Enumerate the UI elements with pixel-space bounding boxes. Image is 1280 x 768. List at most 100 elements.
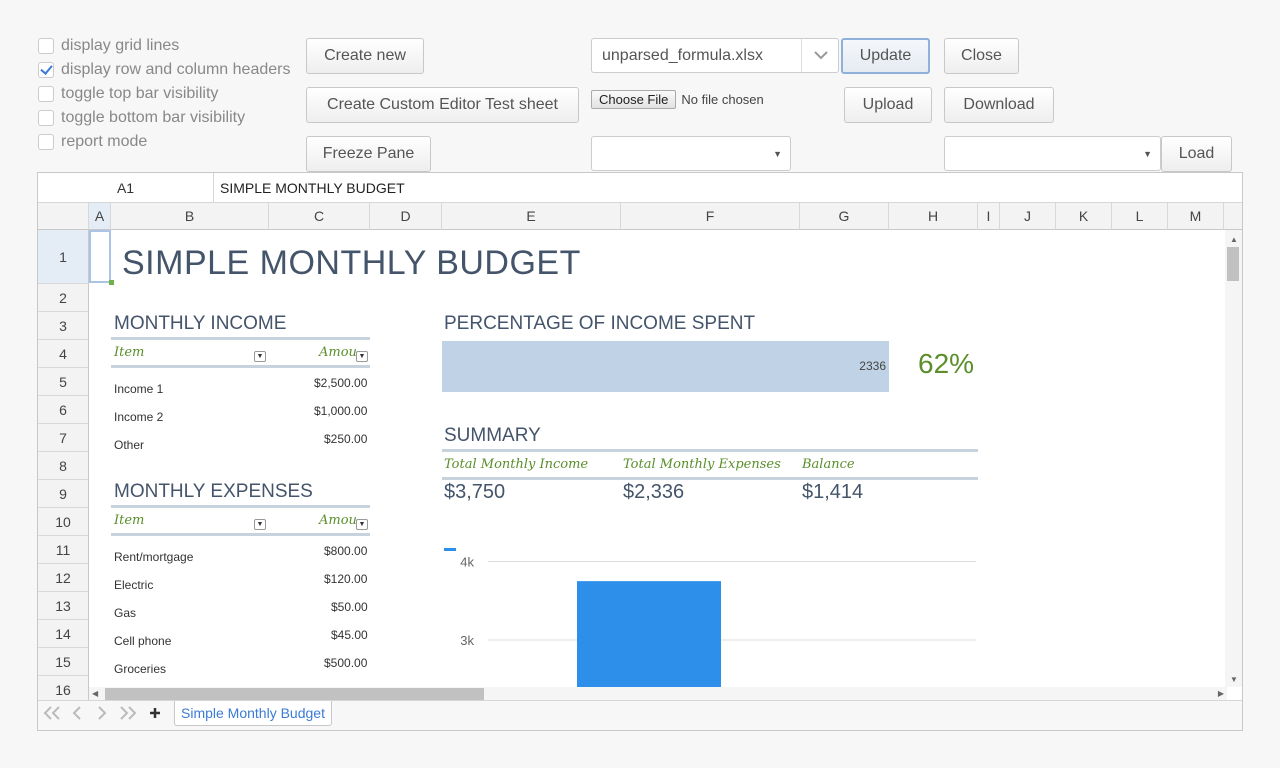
column-header-h[interactable]: H (889, 203, 978, 230)
create-custom-editor-button[interactable]: Create Custom Editor Test sheet (306, 87, 579, 123)
expense-amount: $45.00 (331, 628, 368, 642)
option-label: report mode (61, 133, 148, 150)
select-all-corner[interactable] (38, 203, 89, 230)
fill-handle[interactable] (109, 280, 114, 285)
add-sheet-icon[interactable] (148, 705, 162, 726)
column-header-j[interactable]: J (1000, 203, 1056, 230)
scroll-up-icon[interactable]: ▲ (1230, 235, 1238, 244)
row-header-14[interactable]: 14 (38, 620, 89, 648)
sheet-select[interactable]: ▼ (591, 136, 791, 171)
row-header-5[interactable]: 5 (38, 368, 89, 396)
row-header-4[interactable]: 4 (38, 340, 89, 368)
filter-dropdown-icon[interactable]: ▼ (356, 519, 368, 530)
option-label: display row and column headers (61, 61, 291, 78)
expenses-header-rule (111, 533, 370, 536)
combobox-divider (801, 39, 802, 72)
row-header-15[interactable]: 15 (38, 648, 89, 676)
download-button[interactable]: Download (944, 87, 1054, 123)
column-header-d[interactable]: D (370, 203, 442, 230)
freeze-pane-button[interactable]: Freeze Pane (306, 136, 431, 172)
column-header-l[interactable]: L (1112, 203, 1168, 230)
checkbox[interactable] (38, 134, 54, 150)
row-header-9[interactable]: 9 (38, 480, 89, 508)
expense-amount: $50.00 (331, 600, 368, 614)
last-sheet-icon[interactable] (117, 705, 139, 726)
filter-dropdown-icon[interactable]: ▼ (254, 351, 266, 362)
row-header-1[interactable]: 1 (38, 230, 89, 284)
scroll-right-icon[interactable]: ▶ (1217, 689, 1224, 698)
sheet-tab-bar: Simple Monthly Budget (38, 700, 1242, 730)
column-header-m[interactable]: M (1168, 203, 1224, 230)
column-header-k[interactable]: K (1056, 203, 1112, 230)
horizontal-scroll-thumb[interactable] (105, 688, 484, 700)
row-header-7[interactable]: 7 (38, 424, 89, 452)
sheet-title: SIMPLE MONTHLY BUDGET (122, 244, 581, 282)
column-header-i[interactable]: I (978, 203, 1000, 230)
chevron-down-icon[interactable] (812, 47, 830, 68)
create-new-button[interactable]: Create new (306, 38, 424, 74)
formula-bar[interactable]: SIMPLE MONTHLY BUDGET (214, 173, 1242, 203)
option-label: toggle bottom bar visibility (61, 109, 246, 126)
file-combobox[interactable]: unparsed_formula.xlsx (591, 38, 839, 73)
scroll-left-icon[interactable]: ◀ (92, 689, 99, 698)
income-header-rule (111, 365, 370, 368)
previous-sheet-icon[interactable] (70, 705, 84, 726)
checkbox-checked[interactable] (38, 62, 54, 78)
checkbox[interactable] (38, 38, 54, 54)
row-header-3[interactable]: 3 (38, 312, 89, 340)
row-header-16[interactable]: 16 (38, 676, 89, 704)
row-header-12[interactable]: 12 (38, 564, 89, 592)
column-header-f[interactable]: F (621, 203, 800, 230)
checkbox[interactable] (38, 86, 54, 102)
column-header-g[interactable]: G (800, 203, 889, 230)
expenses-heading-rule (111, 505, 370, 508)
column-header-a[interactable]: A (89, 203, 111, 230)
close-button[interactable]: Close (944, 38, 1019, 74)
column-header-c[interactable]: C (269, 203, 370, 230)
update-button[interactable]: Update (841, 38, 930, 74)
checkbox[interactable] (38, 110, 54, 126)
row-header-6[interactable]: 6 (38, 396, 89, 424)
expense-item: Electric (114, 578, 154, 592)
option-report-mode[interactable]: report mode (38, 131, 147, 153)
caret-down-icon: ▼ (773, 149, 782, 159)
percentage-bar-value: 2336 (859, 359, 886, 373)
filter-dropdown-icon[interactable]: ▼ (356, 351, 368, 362)
choose-file-button[interactable]: Choose File (591, 89, 677, 109)
row-header-2[interactable]: 2 (38, 284, 89, 312)
first-sheet-icon[interactable] (41, 705, 63, 726)
row-header-10[interactable]: 10 (38, 508, 89, 536)
horizontal-scrollbar[interactable]: ◀ ▶ (89, 687, 1227, 701)
load-button[interactable]: Load (1161, 136, 1232, 172)
file-input[interactable]: Choose File No file chosen (591, 89, 764, 109)
vertical-scroll-thumb[interactable] (1227, 247, 1239, 281)
next-sheet-icon[interactable] (95, 705, 109, 726)
name-box[interactable]: A1 (38, 173, 214, 203)
active-cell-a1[interactable] (89, 230, 111, 283)
expense-amount: $120.00 (324, 572, 368, 586)
load-select[interactable]: ▼ (944, 136, 1161, 171)
expenses-col-item: Item (114, 513, 145, 528)
column-header-e[interactable]: E (442, 203, 621, 230)
income-heading-rule (111, 337, 370, 340)
spreadsheet[interactable]: A1 SIMPLE MONTHLY BUDGET A B C D E F G H… (37, 172, 1243, 731)
row-header-8[interactable]: 8 (38, 452, 89, 480)
row-header-13[interactable]: 13 (38, 592, 89, 620)
option-toggle-bottom-bar[interactable]: toggle bottom bar visibility (38, 107, 245, 129)
option-display-grid-lines[interactable]: display grid lines (38, 35, 179, 57)
expense-amount: $500.00 (324, 656, 368, 670)
income-chart: 4k 3k (444, 548, 976, 687)
income-col-item: Item (114, 345, 145, 360)
filter-dropdown-icon[interactable]: ▼ (254, 519, 266, 530)
option-display-headers[interactable]: display row and column headers (38, 59, 290, 81)
legend-marker (444, 548, 456, 551)
y-tick-label: 3k (460, 633, 474, 648)
upload-button[interactable]: Upload (844, 87, 932, 123)
sheet-tab-simple-monthly-budget[interactable]: Simple Monthly Budget (174, 701, 332, 726)
vertical-scrollbar[interactable]: ▲ ▼ (1225, 230, 1242, 687)
option-toggle-top-bar[interactable]: toggle top bar visibility (38, 83, 218, 105)
row-header-11[interactable]: 11 (38, 536, 89, 564)
column-header-b[interactable]: B (111, 203, 269, 230)
scroll-down-icon[interactable]: ▼ (1230, 675, 1238, 684)
income-heading: MONTHLY INCOME (114, 313, 287, 334)
